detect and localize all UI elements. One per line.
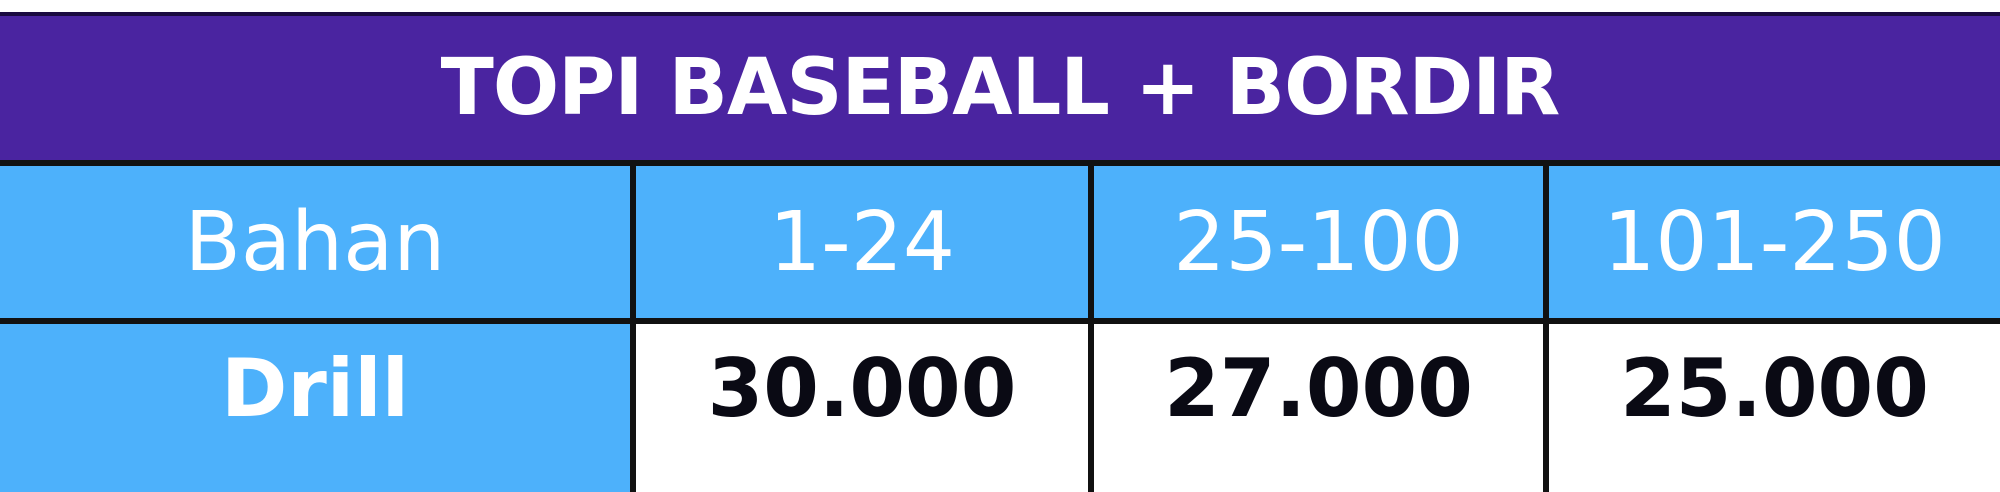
price-table: Bahan 1-24 25-100 101-250 Drill 30.000 2… [0, 160, 2000, 492]
header-cell-qty-101-250: 101-250 [1543, 160, 2000, 324]
header-cell-qty-1-24: 1-24 [630, 160, 1094, 324]
price-list-image: TOPI BASEBALL + BORDIR Bahan 1-24 25-100… [0, 12, 2000, 492]
price-cell: 30.000 [630, 318, 1094, 492]
header-cell-qty-25-100: 25-100 [1088, 160, 1549, 324]
price-list-title: TOPI BASEBALL + BORDIR [440, 43, 1561, 133]
header-cell-material: Bahan [0, 160, 636, 324]
material-cell: Drill [0, 318, 636, 492]
title-banner: TOPI BASEBALL + BORDIR [0, 12, 2000, 160]
price-cell: 25.000 [1543, 318, 2000, 492]
table-row: Drill 30.000 27.000 25.000 [0, 318, 2000, 492]
price-cell: 27.000 [1088, 318, 1549, 492]
table-header-row: Bahan 1-24 25-100 101-250 [0, 160, 2000, 324]
